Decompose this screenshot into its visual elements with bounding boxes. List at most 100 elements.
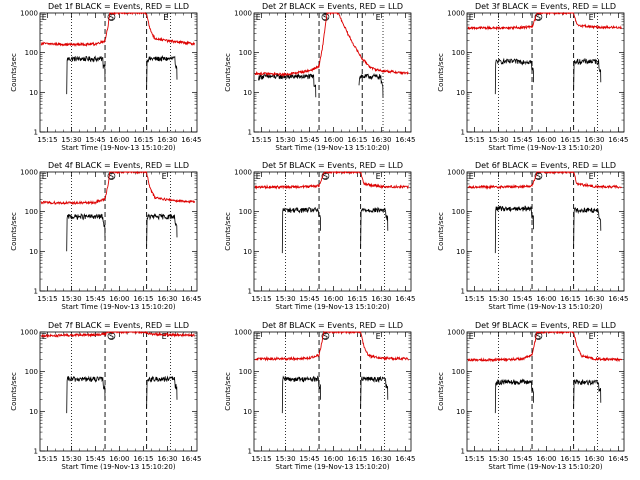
marker-label-e: E xyxy=(163,13,168,22)
x-tick-label: 15:30 xyxy=(61,136,81,144)
panel-title: Det 5f BLACK = Events, RED = LLD xyxy=(262,161,403,170)
panel-title: Det 2f BLACK = Events, RED = LLD xyxy=(262,2,403,11)
x-tick-label: 16:30 xyxy=(584,295,604,303)
x-tick-label: 15:45 xyxy=(85,295,105,303)
y-tick-label: 1000 xyxy=(447,10,465,18)
marker-label-e: E xyxy=(469,13,474,22)
x-tick-label: 16:00 xyxy=(109,136,129,144)
y-tick-label: 10 xyxy=(29,408,38,416)
x-tick-label: 15:15 xyxy=(37,295,57,303)
y-tick-label: 10 xyxy=(456,248,465,256)
y-tick-label: 1000 xyxy=(20,10,38,18)
y-axis-label: Counts/sec xyxy=(224,212,232,251)
marker-label-s: S xyxy=(323,13,328,22)
marker-label-s: S xyxy=(536,172,541,181)
x-tick-label: 16:30 xyxy=(584,136,604,144)
panel-title: Det 7f BLACK = Events, RED = LLD xyxy=(48,321,189,330)
x-tick-label: 16:45 xyxy=(181,295,201,303)
plot-frame xyxy=(253,12,412,133)
events-series-line xyxy=(146,213,178,247)
lld-series-line xyxy=(40,330,195,339)
panel-det-5f: Det 5f BLACK = Events, RED = LLD 1 10 100 10… xyxy=(224,161,415,311)
x-tick-label: 16:45 xyxy=(395,295,415,303)
x-tick-label: 15:15 xyxy=(37,136,57,144)
plot-frame xyxy=(39,331,198,452)
x-tick-label: 15:45 xyxy=(85,455,105,463)
x-tick-label: 16:45 xyxy=(608,136,628,144)
lld-series-line xyxy=(40,11,196,48)
y-tick-label: 10 xyxy=(29,248,38,256)
x-tick-label: 16:45 xyxy=(608,455,628,463)
y-tick-label: 100 xyxy=(239,208,252,216)
panel-det-4f: Det 4f BLACK = Events, RED = LLD 1 10 100 10… xyxy=(10,161,201,311)
y-tick-label: 10 xyxy=(243,408,252,416)
panel-det-7f: Det 7f BLACK = Events, RED = LLD 1 10 100 10… xyxy=(10,321,201,471)
x-tick-label: 16:00 xyxy=(536,136,556,144)
y-tick-label: 1000 xyxy=(447,169,465,177)
y-axis-label: Counts/sec xyxy=(224,372,232,411)
y-tick-label: 1 xyxy=(248,288,252,296)
x-tick-label: 15:30 xyxy=(275,455,295,463)
x-tick-label: 16:00 xyxy=(109,455,129,463)
marker-label-e: E xyxy=(162,172,167,181)
panel-title: Det 9f BLACK = Events, RED = LLD xyxy=(475,321,616,330)
y-axis-label: Counts/sec xyxy=(437,372,445,411)
x-tick-label: 16:30 xyxy=(371,455,391,463)
x-tick-label: 15:45 xyxy=(512,455,532,463)
y-tick-label: 1 xyxy=(34,288,38,296)
plot-frame xyxy=(466,171,625,292)
x-tick-label: 16:15 xyxy=(133,455,153,463)
y-tick-label: 100 xyxy=(452,208,465,216)
marker-label-e: E xyxy=(589,332,594,341)
plot-frame xyxy=(39,171,198,292)
y-tick-label: 1 xyxy=(461,288,465,296)
x-axis-label: Start Time (19-Nov-13 15:10:20) xyxy=(488,144,602,152)
marker-label-e: E xyxy=(376,172,381,181)
marker-label-e: E xyxy=(256,13,261,22)
x-tick-label: 15:30 xyxy=(61,295,81,303)
plot-frame xyxy=(253,171,412,292)
marker-label-e: E xyxy=(42,172,47,181)
x-tick-label: 16:30 xyxy=(157,455,177,463)
events-series-line xyxy=(281,207,321,254)
panel-title: Det 1f BLACK = Events, RED = LLD xyxy=(48,2,189,11)
panel-det-2f: Det 2f BLACK = Events, RED = LLD 1 10 100 10… xyxy=(224,2,415,152)
x-tick-label: 16:00 xyxy=(323,295,343,303)
marker-label-e: E xyxy=(256,172,261,181)
events-series-line xyxy=(66,212,106,252)
panel-det-6f: Det 6f BLACK = Events, RED = LLD 1 10 100 10… xyxy=(437,161,628,311)
lld-series-line xyxy=(254,330,409,362)
y-tick-label: 1 xyxy=(34,448,38,456)
x-tick-label: 16:15 xyxy=(560,455,580,463)
panel-det-9f: Det 9f BLACK = Events, RED = LLD 1 10 100 10… xyxy=(437,321,628,471)
marker-label-s: S xyxy=(109,172,114,181)
x-tick-label: 16:15 xyxy=(560,136,580,144)
y-tick-label: 1000 xyxy=(234,169,252,177)
y-tick-label: 100 xyxy=(452,49,465,57)
events-series-line xyxy=(573,207,602,249)
x-axis-label: Start Time (19-Nov-13 15:10:20) xyxy=(61,303,175,311)
y-tick-label: 10 xyxy=(243,248,252,256)
marker-label-s: S xyxy=(536,332,541,341)
marker-label-s: S xyxy=(109,13,114,22)
events-series-line xyxy=(360,206,389,249)
x-tick-label: 16:45 xyxy=(608,295,628,303)
events-series-line xyxy=(146,54,178,90)
x-tick-label: 16:00 xyxy=(536,295,556,303)
events-series-line xyxy=(257,72,317,98)
y-tick-label: 10 xyxy=(243,89,252,97)
marker-label-e: E xyxy=(376,332,381,341)
x-tick-label: 16:00 xyxy=(109,295,129,303)
x-axis-label: Start Time (19-Nov-13 15:10:20) xyxy=(275,144,389,152)
y-tick-label: 100 xyxy=(239,368,252,376)
x-axis-label: Start Time (19-Nov-13 15:10:20) xyxy=(488,303,602,311)
x-tick-label: 15:45 xyxy=(299,136,319,144)
x-tick-label: 15:15 xyxy=(464,295,484,303)
x-tick-label: 16:15 xyxy=(347,295,367,303)
x-tick-label: 15:30 xyxy=(488,136,508,144)
panel-title: Det 4f BLACK = Events, RED = LLD xyxy=(48,161,189,170)
x-tick-label: 16:45 xyxy=(181,136,201,144)
events-series-line xyxy=(360,375,389,409)
x-tick-label: 16:00 xyxy=(323,455,343,463)
events-series-line xyxy=(494,205,534,254)
